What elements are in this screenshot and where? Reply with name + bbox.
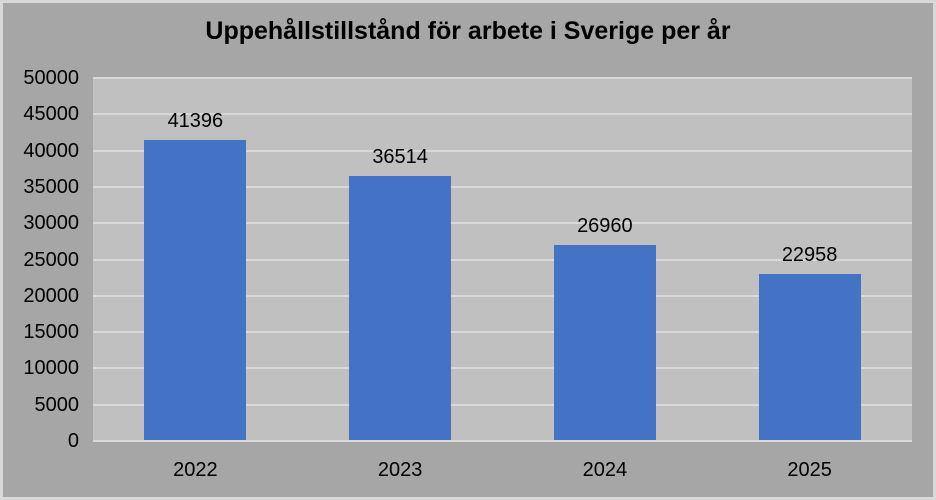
y-axis-tick-label: 45000: [23, 103, 79, 126]
x-axis-category-label: 2024: [582, 459, 628, 481]
y-axis-tick-label: 30000: [23, 212, 79, 235]
x-axis-category-label: 2025: [787, 459, 832, 481]
x-axis-category-label: 2022: [173, 459, 218, 481]
y-axis-tick-label: 20000: [23, 284, 79, 307]
bar-2024: [553, 245, 656, 441]
y-axis-tick-label: 5000: [34, 393, 80, 416]
y-axis-tick-label: 35000: [23, 175, 79, 198]
y-axis-tick-label: 15000: [23, 321, 79, 344]
bar-2023: [349, 175, 452, 441]
x-axis-line: [93, 440, 912, 442]
bar-2022: [144, 140, 247, 441]
gridline: [93, 403, 912, 406]
gridline: [93, 258, 912, 261]
gridline: [93, 77, 912, 79]
bar-2025: [758, 274, 861, 441]
gridline: [93, 149, 912, 152]
gridline: [93, 294, 912, 297]
gridline: [93, 331, 912, 334]
y-axis-tick-label: 0: [67, 430, 79, 452]
bar-data-label: 22958: [781, 244, 838, 267]
gridline: [93, 185, 912, 188]
y-axis-tick-label: 10000: [23, 357, 79, 380]
gridline: [93, 113, 912, 116]
plot-area: 41396 36514 26960 22958: [93, 77, 912, 442]
y-axis-tick-label: 50000: [23, 67, 79, 89]
chart-title: Uppehållstillstånd för arbete i Sverige …: [205, 17, 731, 45]
x-axis-category-label: 2023: [377, 459, 423, 481]
y-axis-tick-label: 40000: [23, 139, 79, 162]
bar-data-label: 26960: [577, 215, 633, 238]
bar-data-label: 41396: [167, 110, 224, 133]
gridline: [93, 367, 912, 370]
gridline: [93, 222, 912, 225]
bar-data-label: 36514: [372, 145, 428, 168]
y-axis-tick-label: 25000: [23, 248, 79, 271]
